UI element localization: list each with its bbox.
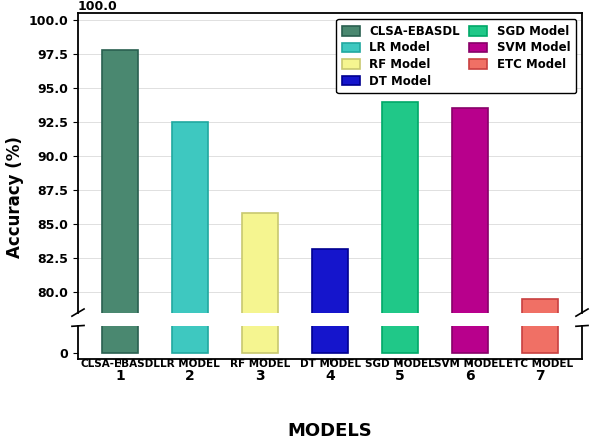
- Bar: [382, 102, 418, 438]
- Bar: [312, 249, 348, 438]
- Bar: [522, 299, 558, 438]
- Text: Accuracy (%): Accuracy (%): [6, 136, 24, 258]
- Bar: [452, 0, 488, 353]
- Bar: [312, 0, 348, 353]
- Bar: [522, 0, 558, 353]
- X-axis label: MODELS: MODELS: [287, 422, 373, 438]
- Text: 100.0: 100.0: [77, 0, 117, 14]
- Bar: [102, 50, 138, 438]
- Bar: [382, 0, 418, 353]
- Bar: [102, 0, 138, 353]
- Bar: [242, 213, 278, 438]
- Text: CLSA-EBASDL: CLSA-EBASDL: [80, 359, 160, 369]
- Text: SGD MODEL: SGD MODEL: [365, 359, 435, 369]
- Text: RF MODEL: RF MODEL: [230, 359, 290, 369]
- Bar: [172, 0, 208, 353]
- Bar: [242, 0, 278, 353]
- Legend: CLSA-EBASDL, LR Model, RF Model, DT Model, SGD Model, SVM Model, ETC Model: CLSA-EBASDL, LR Model, RF Model, DT Mode…: [336, 19, 576, 93]
- Text: ETC MODEL: ETC MODEL: [506, 359, 574, 369]
- Bar: [172, 122, 208, 438]
- Text: DT MODEL: DT MODEL: [299, 359, 361, 369]
- Text: LR MODEL: LR MODEL: [160, 359, 220, 369]
- Bar: [452, 109, 488, 438]
- Text: SVM MODEL: SVM MODEL: [434, 359, 505, 369]
